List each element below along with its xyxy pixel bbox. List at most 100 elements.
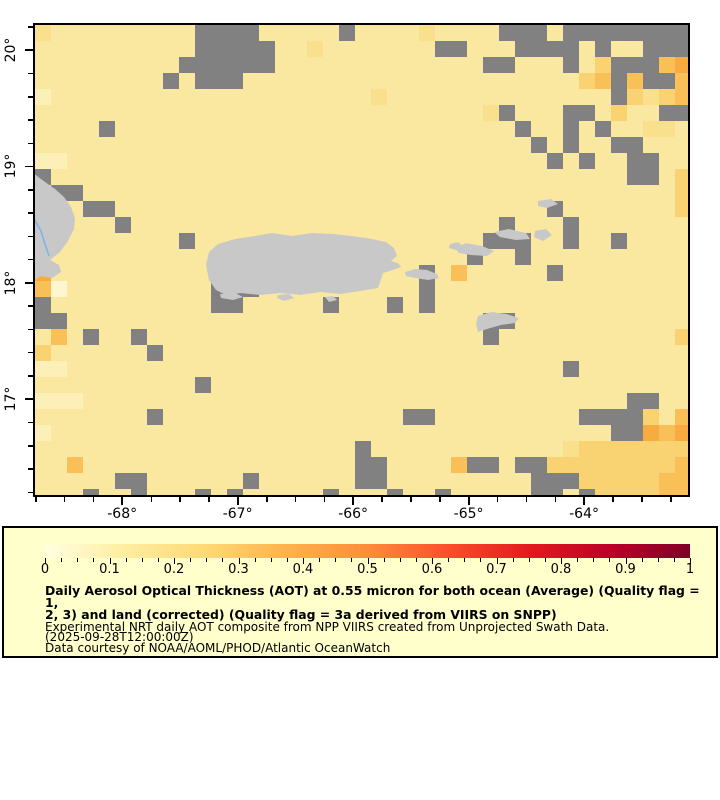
map-cell <box>595 361 611 377</box>
map-cell <box>515 313 531 329</box>
map-cell <box>51 297 67 313</box>
map-cell <box>147 185 163 201</box>
map-cell <box>211 169 227 185</box>
map-cell <box>419 105 435 121</box>
map-cell <box>419 313 435 329</box>
map-cell <box>99 169 115 185</box>
map-cell <box>275 457 291 473</box>
map-cell <box>563 425 579 441</box>
colorbar-major-tick <box>174 558 175 564</box>
map-cell <box>563 361 579 377</box>
map-cell <box>563 185 579 201</box>
map-cell <box>243 73 259 89</box>
map-cell <box>339 73 355 89</box>
map-cell <box>387 377 403 393</box>
map-cell <box>291 473 307 489</box>
map-cell <box>483 345 499 361</box>
map-cell <box>163 57 179 73</box>
map-cell <box>627 329 643 345</box>
map-cell <box>355 329 371 345</box>
map-cell <box>643 409 659 425</box>
map-cell <box>243 201 259 217</box>
map-cell <box>643 89 659 105</box>
map-cell <box>51 89 67 105</box>
map-cell <box>147 169 163 185</box>
map-cell <box>659 281 675 297</box>
map-cell <box>211 89 227 105</box>
map-cell <box>659 89 675 105</box>
map-cell <box>99 345 115 361</box>
map-cell <box>35 313 51 329</box>
map-cell <box>323 41 339 57</box>
map-cell <box>211 201 227 217</box>
map-cell <box>467 473 483 489</box>
map-cell <box>275 361 291 377</box>
map-cell <box>467 41 483 57</box>
map-cell <box>67 281 83 297</box>
map-cell <box>451 25 467 41</box>
map-cell <box>643 169 659 185</box>
map-cell <box>563 457 579 473</box>
map-cell <box>499 25 515 41</box>
map-cell <box>67 425 83 441</box>
map-cell <box>115 137 131 153</box>
map-cell <box>547 473 563 489</box>
map-cell <box>579 313 595 329</box>
map-cell <box>435 89 451 105</box>
map-cell <box>659 457 675 473</box>
map-cell <box>611 441 627 457</box>
map-cell <box>99 185 115 201</box>
map-cell <box>355 425 371 441</box>
map-cell <box>515 217 531 233</box>
map-cell <box>227 313 243 329</box>
lat-major-tick <box>25 165 33 168</box>
map-cell <box>115 185 131 201</box>
map-cell <box>419 89 435 105</box>
map-cell <box>307 217 323 233</box>
map-cell <box>499 281 515 297</box>
map-cell <box>595 265 611 281</box>
map-cell <box>627 361 643 377</box>
map-cell <box>179 329 195 345</box>
map-cell <box>355 457 371 473</box>
map-cell <box>419 73 435 89</box>
map-cell <box>467 57 483 73</box>
map-cell <box>579 409 595 425</box>
map-cell <box>643 393 659 409</box>
map-cell <box>643 249 659 265</box>
map-cell <box>371 425 387 441</box>
map-cell <box>579 281 595 297</box>
map-cell <box>451 377 467 393</box>
lat-axis-label: 18° <box>3 270 19 296</box>
lon-major-tick <box>467 497 470 505</box>
map-cell <box>83 201 99 217</box>
map-cell <box>51 409 67 425</box>
map-cell <box>451 121 467 137</box>
colorbar-minor-tick <box>415 558 417 562</box>
map-cell <box>291 25 307 41</box>
map-cell <box>35 73 51 89</box>
map-cell <box>611 41 627 57</box>
lon-minor-tick <box>554 497 557 502</box>
map-cell <box>483 473 499 489</box>
map-cell <box>435 105 451 121</box>
map-cell <box>435 137 451 153</box>
map-cell <box>579 169 595 185</box>
map-cell <box>643 297 659 313</box>
map-cell <box>611 473 627 489</box>
map-cell <box>355 121 371 137</box>
map-cell <box>627 489 643 495</box>
map-cell <box>387 185 403 201</box>
map-cell <box>547 217 563 233</box>
map-cell <box>419 201 435 217</box>
map-cell <box>595 217 611 233</box>
map-cell <box>499 393 515 409</box>
map-cell <box>371 185 387 201</box>
map-cell <box>435 489 451 495</box>
map-cell <box>499 473 515 489</box>
map-cell <box>515 457 531 473</box>
map-cell <box>179 137 195 153</box>
map-cell <box>291 201 307 217</box>
map-cell <box>179 121 195 137</box>
map-cell <box>211 185 227 201</box>
